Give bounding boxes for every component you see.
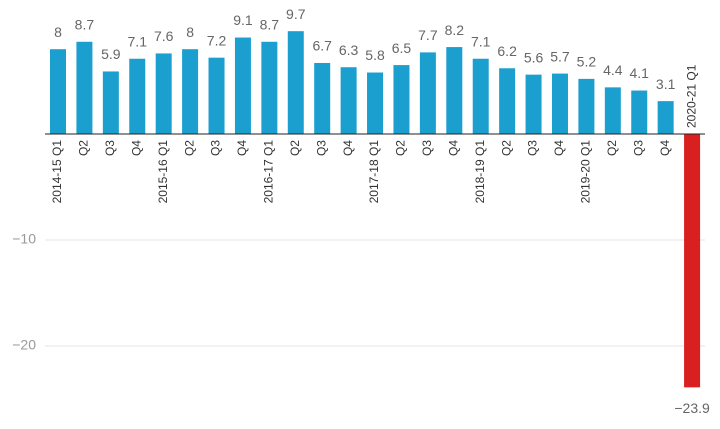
value-label: 5.8 bbox=[365, 47, 385, 63]
bar bbox=[631, 90, 648, 134]
bar bbox=[234, 37, 251, 134]
value-label: 5.7 bbox=[550, 48, 570, 64]
bar bbox=[525, 74, 542, 134]
bar bbox=[657, 101, 674, 134]
x-tick-label: Q3 bbox=[420, 140, 434, 156]
bar bbox=[102, 71, 119, 134]
x-tick-label: Q2 bbox=[605, 140, 619, 156]
value-label: 7.2 bbox=[207, 32, 227, 48]
x-tick-label: Q3 bbox=[631, 140, 645, 156]
x-tick-label: Q4 bbox=[235, 140, 249, 156]
value-label: 8.2 bbox=[445, 22, 465, 38]
bar bbox=[393, 65, 410, 134]
bar bbox=[208, 57, 225, 134]
bar bbox=[551, 73, 568, 134]
value-label: 4.1 bbox=[630, 65, 650, 81]
bar bbox=[155, 53, 172, 134]
y-tick-label: −20 bbox=[12, 337, 36, 353]
bar bbox=[684, 134, 701, 388]
value-label: 8 bbox=[54, 24, 62, 40]
x-tick-label: 2020-21 Q1 bbox=[684, 64, 698, 128]
x-tick-label: 2015-16 Q1 bbox=[156, 140, 170, 204]
x-tick-label: Q3 bbox=[314, 140, 328, 156]
x-tick-label: Q4 bbox=[552, 140, 566, 156]
x-tick-label: 2014-15 Q1 bbox=[50, 140, 64, 204]
value-label: 7.6 bbox=[154, 28, 174, 44]
bar bbox=[367, 72, 384, 134]
bar bbox=[604, 87, 621, 134]
value-label: 6.2 bbox=[497, 43, 517, 59]
value-label: 6.7 bbox=[312, 38, 332, 54]
bar bbox=[76, 41, 93, 134]
value-label: 5.2 bbox=[577, 54, 597, 70]
x-tick-label: 2016-17 Q1 bbox=[262, 140, 276, 204]
x-tick-label: 2018-19 Q1 bbox=[473, 140, 487, 204]
x-tick-label: Q4 bbox=[658, 140, 672, 156]
value-label: 8 bbox=[186, 24, 194, 40]
bar bbox=[472, 58, 489, 134]
value-label: 7.1 bbox=[128, 33, 148, 49]
x-tick-label: Q2 bbox=[182, 140, 196, 156]
value-label: 5.6 bbox=[524, 49, 544, 65]
x-tick-label: 2019-20 Q1 bbox=[579, 140, 593, 204]
value-label: 9.7 bbox=[286, 6, 306, 22]
x-tick-label: 2017-18 Q1 bbox=[367, 140, 381, 204]
bar bbox=[578, 78, 595, 134]
value-label: 7.1 bbox=[471, 33, 491, 49]
y-tick-label: −10 bbox=[12, 231, 36, 247]
bar bbox=[340, 67, 357, 134]
x-tick-label: Q4 bbox=[129, 140, 143, 156]
bar bbox=[314, 62, 331, 135]
bar bbox=[261, 41, 278, 134]
bar bbox=[287, 31, 304, 134]
bar bbox=[419, 52, 436, 134]
bar bbox=[499, 68, 516, 134]
value-label: 7.7 bbox=[418, 27, 438, 43]
x-tick-label: Q3 bbox=[526, 140, 540, 156]
x-tick-label: Q3 bbox=[103, 140, 117, 156]
bar bbox=[50, 49, 66, 135]
value-label: 6.5 bbox=[392, 40, 412, 56]
bar bbox=[182, 49, 199, 135]
x-tick-label: Q2 bbox=[77, 140, 91, 156]
value-label: 6.3 bbox=[339, 42, 359, 58]
x-tick-label: Q4 bbox=[446, 140, 460, 156]
value-label: 3.1 bbox=[656, 76, 676, 92]
value-label: −23.9 bbox=[674, 400, 710, 416]
bar bbox=[129, 58, 146, 134]
value-label: 5.9 bbox=[101, 46, 121, 62]
bar bbox=[446, 47, 463, 134]
x-tick-label: Q4 bbox=[341, 140, 355, 156]
value-label: 4.4 bbox=[603, 62, 623, 78]
x-tick-label: Q2 bbox=[394, 140, 408, 156]
x-tick-label: Q2 bbox=[499, 140, 513, 156]
value-label: 9.1 bbox=[233, 12, 253, 28]
value-label: 8.7 bbox=[75, 16, 95, 32]
x-tick-label: Q3 bbox=[209, 140, 223, 156]
value-label: 8.7 bbox=[260, 16, 280, 32]
x-tick-label: Q2 bbox=[288, 140, 302, 156]
